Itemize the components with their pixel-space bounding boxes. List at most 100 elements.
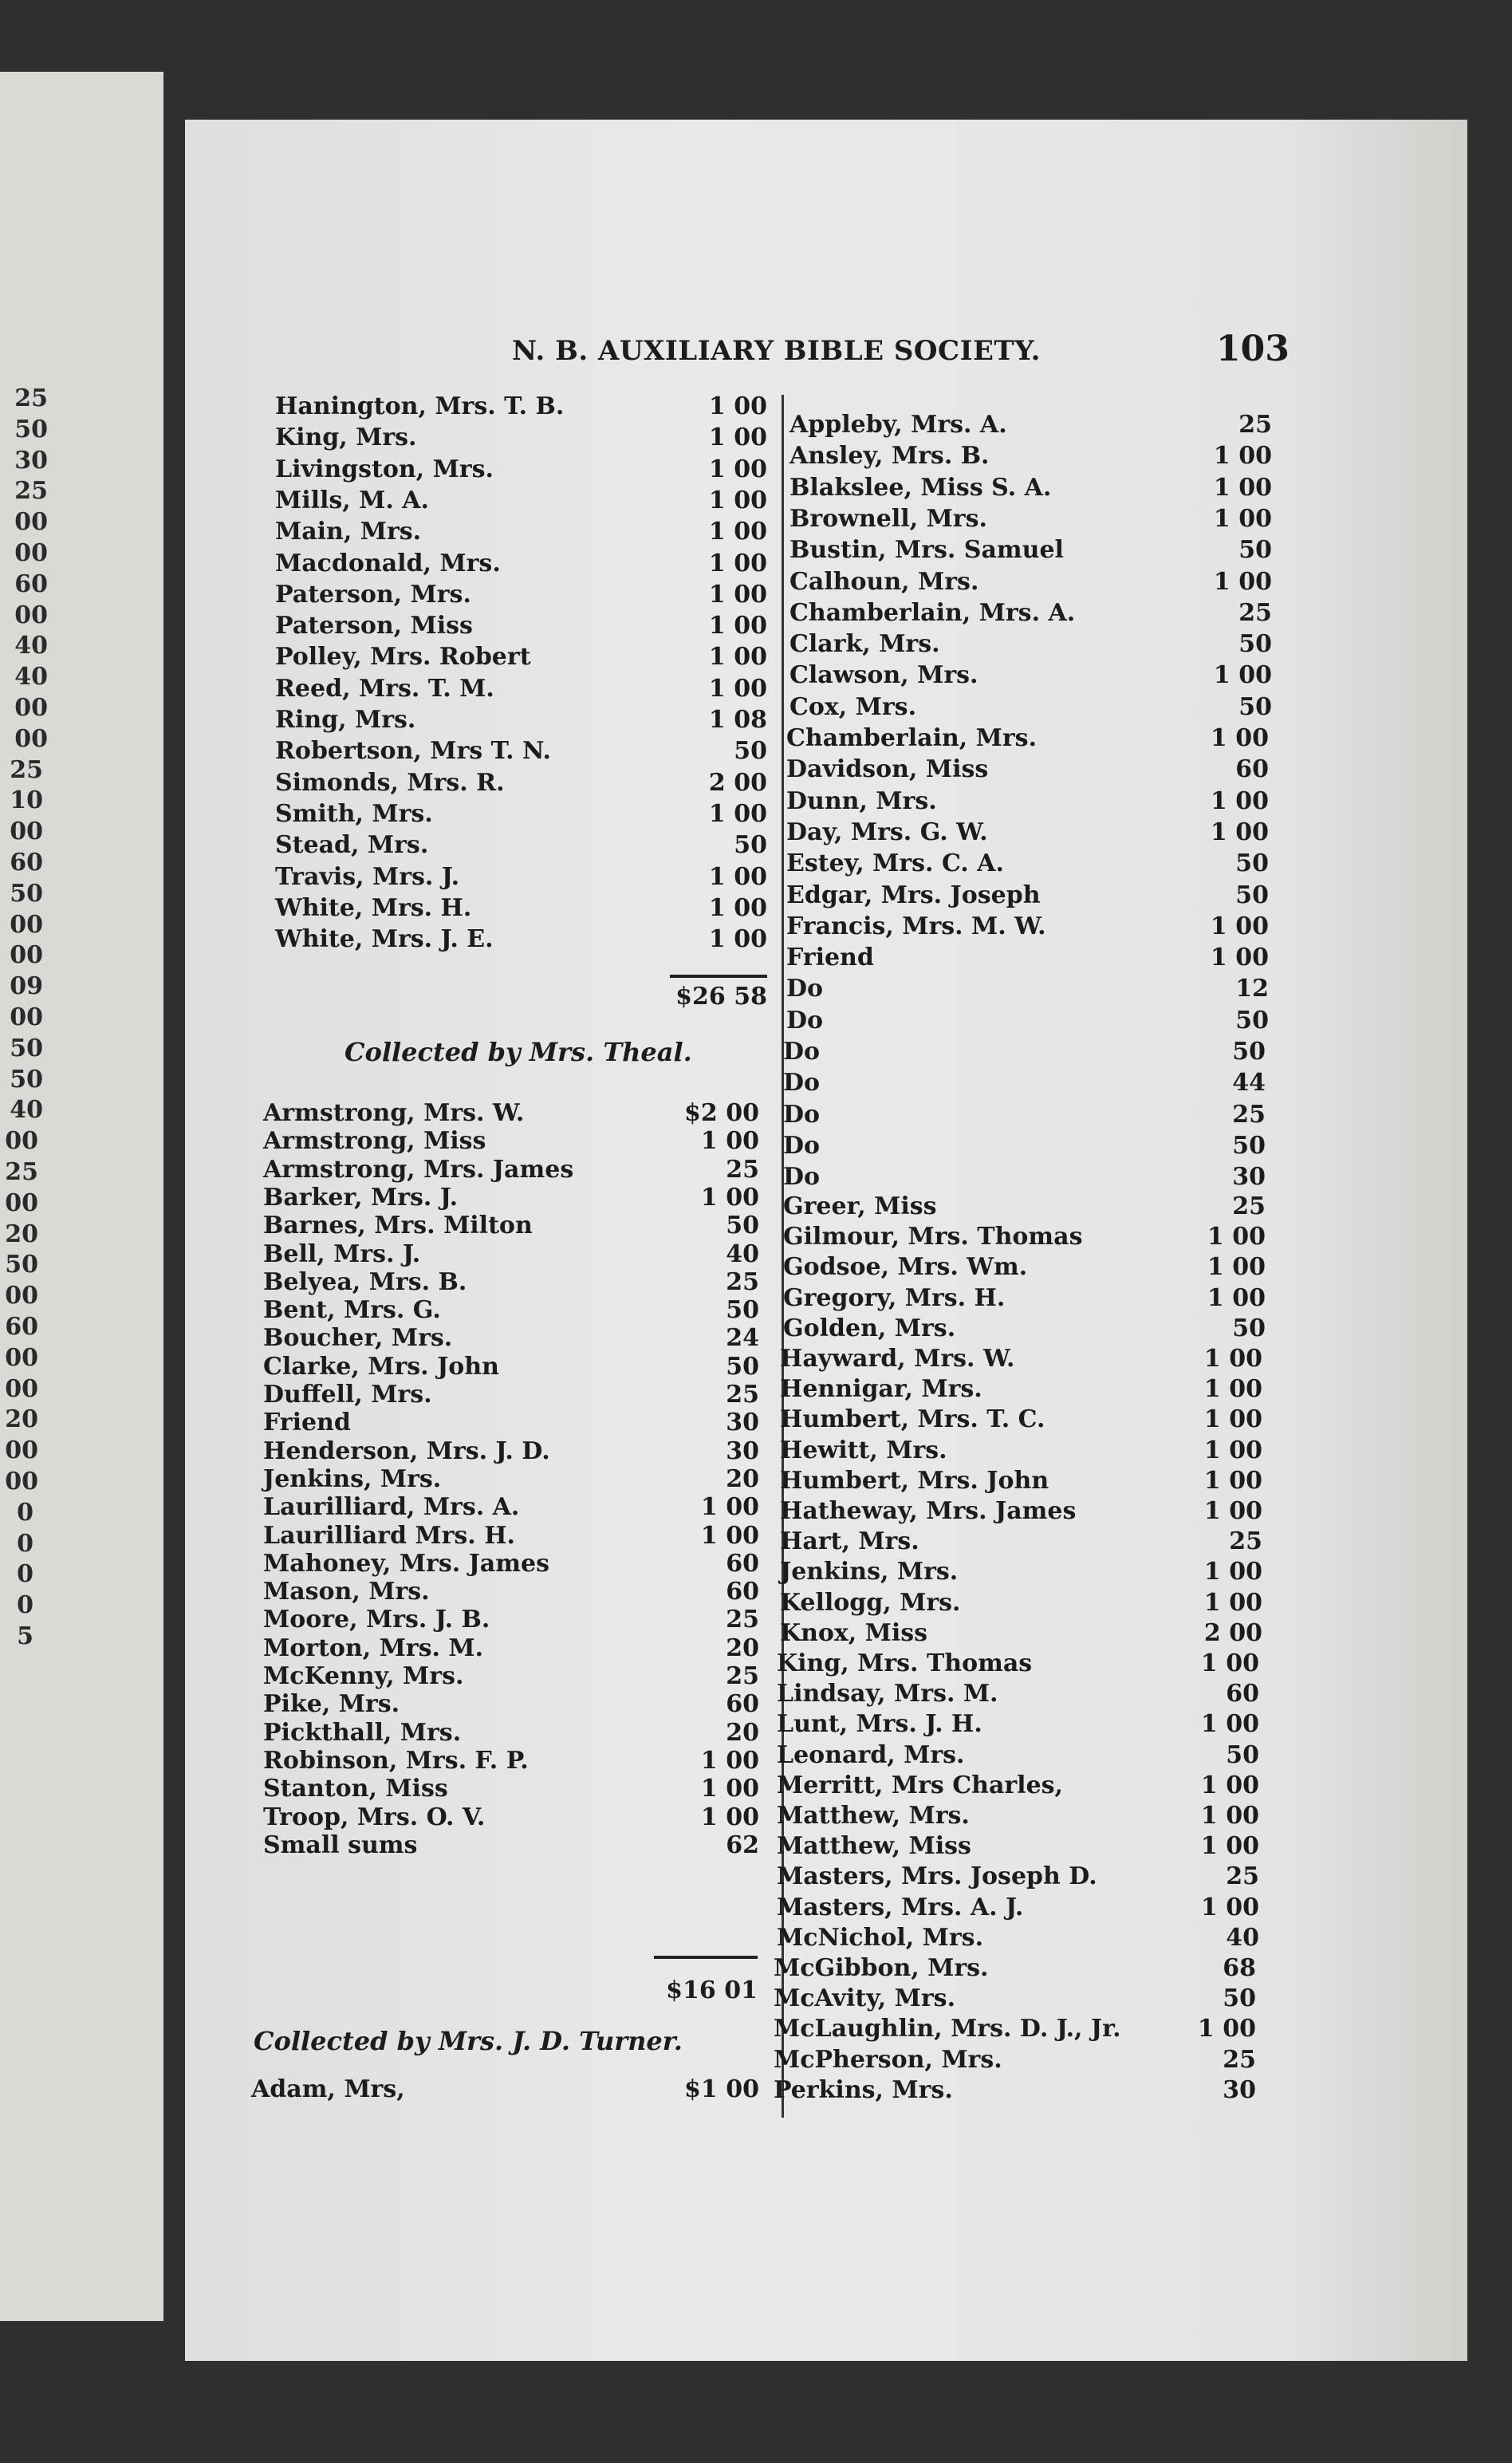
contribution-amount: 1 00 [708, 580, 767, 609]
contribution-amount: 1 00 [1210, 724, 1269, 752]
previous-page-amount-fragment: 25 [10, 755, 43, 784]
contribution-amount: 40 [1226, 1923, 1259, 1952]
list-item: Clark, Mrs. 50 [789, 630, 1272, 660]
contribution-amount: 60 [726, 1549, 759, 1578]
contributor-name: Do [786, 1006, 824, 1034]
previous-page-amount-fragment: 00 [14, 601, 48, 629]
contribution-amount: 20 [726, 1718, 759, 1747]
contribution-amount: 25 [1238, 598, 1272, 627]
contributor-name: Humbert, Mrs. John [780, 1466, 1049, 1495]
list-item: Do 25 [783, 1101, 1266, 1131]
contributor-name: Do [783, 1163, 821, 1192]
list-item: Appleby, Mrs. A. 25 [789, 411, 1272, 441]
previous-page-amount-fragment: 00 [14, 508, 48, 537]
list-item: Mason, Mrs. 60 [263, 1578, 759, 1608]
contributor-name: McPherson, Mrs. [774, 2045, 1002, 2074]
previous-page-amount-fragment: 40 [14, 663, 48, 692]
contribution-amount: 1 00 [708, 518, 767, 546]
contribution-amount: 1 00 [1200, 1802, 1259, 1830]
contribution-amount: 50 [1232, 1038, 1266, 1066]
list-item: Armstrong, Mrs. James 25 [263, 1156, 759, 1186]
list-item: Clarke, Mrs. John 50 [263, 1353, 759, 1383]
list-item: Moore, Mrs. J. B. 25 [263, 1606, 759, 1636]
contributor-name: Armstrong, Mrs. James [263, 1155, 574, 1184]
previous-page-amount-fragment: 50 [10, 1034, 43, 1062]
contributor-name: Troop, Mrs. O. V. [263, 1803, 486, 1831]
contribution-amount: 1 00 [1200, 1893, 1259, 1921]
contribution-amount: 1 00 [1207, 1223, 1266, 1251]
contribution-amount: 1 00 [1203, 1588, 1262, 1617]
list-item: Livingston, Mrs. 1 00 [275, 455, 767, 486]
contributor-name: Ansley, Mrs. B. [789, 442, 990, 471]
contributor-name: Henderson, Mrs. J. D. [263, 1436, 550, 1465]
list-item: Belyea, Mrs. B. 25 [263, 1268, 759, 1298]
previous-page-amount-fragment: 00 [10, 910, 43, 939]
list-item: Smith, Mrs. 1 00 [275, 800, 767, 830]
contributor-name: Masters, Mrs. Joseph D. [777, 1862, 1097, 1891]
list-item: Masters, Mrs. A. J. 1 00 [777, 1894, 1259, 1924]
previous-page-amount-fragment: 00 [10, 1003, 43, 1031]
previous-page-amount-fragment: 50 [10, 1065, 43, 1094]
contribution-amount: 1 00 [700, 1493, 759, 1522]
contribution-amount: 50 [1238, 536, 1272, 565]
list-item: Francis, Mrs. M. W. 1 00 [786, 912, 1269, 943]
previous-page-amount-fragment: 40 [14, 632, 48, 660]
contribution-amount: 1 00 [1210, 786, 1269, 815]
previous-page-amount-fragment: 0 [17, 1591, 33, 1620]
contribution-amount: 1 00 [1207, 1283, 1266, 1312]
contributor-name: Polley, Mrs. Robert [275, 643, 531, 672]
contribution-amount: 1 00 [1210, 818, 1269, 846]
list-item: Simonds, Mrs. R. 2 00 [275, 769, 767, 799]
contributor-name: Dunn, Mrs. [786, 786, 937, 815]
contributor-name: Knox, Miss [780, 1618, 928, 1647]
contribution-amount: 60 [1226, 1680, 1259, 1708]
previous-page-amount-fragment: 0 [17, 1529, 33, 1558]
contribution-amount: 25 [1223, 2045, 1256, 2074]
list-item: Clawson, Mrs. 1 00 [789, 661, 1272, 692]
list-item: Brownell, Mrs. 1 00 [789, 505, 1272, 535]
contributor-name: Paterson, Miss [275, 612, 473, 640]
list-item: Bent, Mrs. G. 50 [263, 1296, 759, 1326]
list-item: Small sums 62 [263, 1831, 759, 1862]
contribution-amount: 50 [1235, 881, 1269, 909]
subtotal-1: $26 58 [675, 983, 767, 1011]
list-item: Laurilliard, Mrs. A. 1 00 [263, 1493, 759, 1523]
list-item: Barnes, Mrs. Milton 50 [263, 1212, 759, 1242]
previous-page-amount-fragment: 60 [10, 849, 43, 877]
list-item: Friend 1 00 [786, 944, 1269, 974]
previous-page-amount-fragment: 0 [17, 1498, 33, 1527]
list-item: Kellogg, Mrs. 1 00 [780, 1589, 1262, 1619]
previous-page-amount-fragment: 60 [5, 1313, 38, 1341]
contribution-amount: 60 [1235, 755, 1269, 784]
previous-page-amount-fragment: 40 [10, 1096, 43, 1125]
section-heading-turner: Collected by Mrs. J. D. Turner. [254, 2026, 683, 2056]
contributor-name: Humbert, Mrs. T. C. [780, 1405, 1045, 1434]
contribution-amount: 25 [1232, 1100, 1266, 1129]
contributor-name: Armstrong, Mrs. W. [263, 1099, 525, 1127]
contributor-name: Perkins, Mrs. [774, 2075, 953, 2104]
contribution-amount: 50 [1235, 1006, 1269, 1034]
list-item: Edgar, Mrs. Joseph 50 [786, 881, 1269, 912]
contributor-name: Main, Mrs. [275, 518, 422, 546]
contributor-name: Ring, Mrs. [275, 706, 416, 734]
contribution-amount: 50 [726, 1212, 759, 1240]
contributor-name: Friend [786, 944, 874, 972]
list-item: Hanington, Mrs. T. B. 1 00 [275, 392, 767, 423]
contributor-name: Moore, Mrs. J. B. [263, 1606, 490, 1634]
contributor-name: Davidson, Miss [786, 755, 989, 784]
list-item: Do 50 [783, 1132, 1266, 1162]
contribution-amount: 1 00 [708, 674, 767, 703]
contribution-amount: 1 00 [1200, 1771, 1259, 1799]
contributor-name: Chamberlain, Mrs. A. [789, 598, 1076, 627]
list-item: Hayward, Mrs. W. 1 00 [780, 1345, 1262, 1375]
contribution-amount: 1 00 [1200, 1710, 1259, 1739]
contributor-name: Laurilliard Mrs. H. [263, 1521, 515, 1550]
list-item: Laurilliard Mrs. H. 1 00 [263, 1522, 759, 1552]
contribution-amount: 30 [1232, 1163, 1266, 1192]
contributor-name: Bell, Mrs. J. [263, 1239, 421, 1268]
list-item: Adam, Mrs, $1 00 [251, 2075, 759, 2106]
contributor-name: Appleby, Mrs. A. [789, 411, 1007, 439]
contributor-name: Mason, Mrs. [263, 1578, 430, 1606]
list-item: White, Mrs. J. E. 1 00 [275, 925, 767, 956]
list-item: Chamberlain, Mrs. A. 25 [789, 599, 1272, 629]
